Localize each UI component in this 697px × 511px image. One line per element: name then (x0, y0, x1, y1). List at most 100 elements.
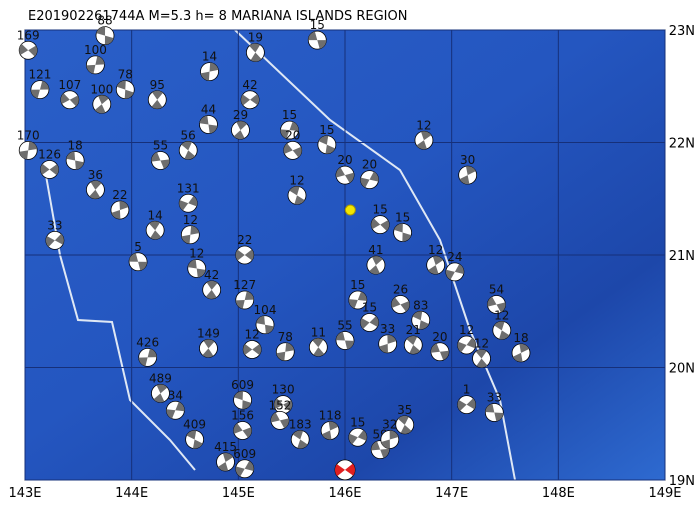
focal-mechanism (18, 140, 38, 160)
depth-label: 5 (134, 240, 142, 254)
depth-label: 12 (245, 328, 260, 342)
focal-mechanism (280, 120, 299, 140)
depth-label: 42 (242, 78, 257, 92)
beachball-quadrant (94, 104, 106, 114)
lat-tick-label: 21N (669, 249, 695, 264)
beachball-quadrant (494, 321, 505, 331)
focal-mechanism (45, 230, 65, 250)
beachball-quadrant (111, 210, 121, 219)
beachball-quadrant (297, 439, 308, 449)
focal-mechanism (65, 151, 85, 170)
beachball-quadrant (206, 280, 218, 290)
beachball-quadrant (380, 220, 390, 231)
depth-label: 170 (17, 128, 40, 142)
focal-mechanism (180, 225, 200, 245)
depth-label: 12 (189, 247, 204, 261)
focal-mechanism (308, 337, 328, 357)
focal-mechanism (233, 421, 253, 440)
beachball-quadrant (98, 95, 109, 105)
beachball-quadrant (412, 311, 423, 321)
focal-mechanism (484, 403, 504, 422)
beachball-quadrant (152, 90, 163, 100)
depth-label: 169 (17, 28, 40, 42)
focal-mechanism (178, 193, 198, 213)
beachball-quadrant (294, 195, 305, 205)
beachball-quadrant (28, 45, 38, 57)
beachball-quadrant (325, 144, 336, 154)
beachball-quadrant (317, 40, 327, 49)
depth-label: 33 (47, 218, 62, 232)
focal-mechanism (145, 220, 165, 240)
depth-label: 20 (362, 158, 377, 172)
depth-label: 15 (319, 123, 334, 137)
beachball-quadrant (30, 89, 40, 99)
beachball-quadrant (28, 141, 38, 151)
focal-mechanism (199, 338, 218, 358)
beachball-quadrant (409, 345, 421, 354)
depth-label: 126 (38, 148, 61, 162)
beachball-quadrant (116, 80, 126, 90)
focal-mechanism (202, 280, 222, 300)
beachball-quadrant (292, 146, 302, 158)
focal-mechanism (231, 120, 250, 140)
focal-mechanism (270, 410, 290, 430)
beachball-quadrant (345, 172, 354, 183)
depth-label: 41 (368, 243, 383, 257)
beachball-quadrant (348, 299, 358, 309)
focal-mechanism (242, 340, 262, 359)
depth-label: 15 (350, 415, 365, 429)
depth-label: 127 (233, 278, 256, 292)
beachball-quadrant (236, 121, 248, 131)
beachball-quadrant (265, 324, 274, 334)
beachball-quadrant (387, 334, 397, 344)
focal-mechanism (487, 295, 506, 314)
depth-label: 88 (97, 14, 112, 28)
beachball-quadrant (244, 460, 254, 472)
beachball-quadrant (250, 94, 260, 105)
beachball-quadrant (40, 163, 50, 175)
depth-label: 609 (233, 447, 256, 461)
focal-mechanism (378, 334, 398, 354)
depth-label: 20 (285, 128, 300, 142)
depth-label: 33 (380, 322, 395, 336)
focal-mechanism (115, 80, 135, 100)
depth-label: 11 (311, 325, 326, 339)
focal-mechanism (320, 421, 340, 440)
depth-label: 22 (112, 188, 127, 202)
beachball-quadrant (149, 221, 160, 231)
beachball-quadrant (430, 343, 440, 353)
lon-tick-label: 144E (115, 486, 148, 501)
depth-label: 12 (416, 118, 431, 132)
beachball-quadrant (328, 421, 339, 431)
beachball-quadrant (457, 341, 467, 353)
focal-mechanism (235, 290, 255, 310)
depth-label: 30 (460, 153, 475, 167)
focal-mechanism (18, 40, 38, 60)
beachball-quadrant (360, 177, 370, 188)
focal-mechanism (151, 151, 170, 170)
focal-mechanism (165, 400, 185, 420)
focal-mechanism (255, 315, 275, 335)
beachball-quadrant (485, 403, 495, 413)
focal-mechanism (445, 262, 465, 282)
beachball-quadrant (166, 409, 176, 419)
beachball-quadrant (203, 339, 215, 349)
depth-label: 12 (428, 243, 443, 257)
beachball-quadrant (274, 398, 284, 409)
beachball-quadrant (235, 300, 245, 309)
beachball-quadrant (243, 344, 253, 355)
beachball-quadrant (406, 336, 418, 345)
depth-label: 489 (149, 371, 172, 385)
focal-mechanism (411, 310, 431, 330)
depth-label: 100 (84, 43, 107, 57)
beachball-quadrant (318, 135, 329, 145)
beachball-quadrant (476, 358, 488, 368)
beachball-quadrant (439, 350, 449, 361)
beachball-quadrant (90, 180, 102, 190)
depth-label: 15 (395, 211, 410, 225)
beachball-quadrant (233, 423, 243, 434)
focal-mechanism (317, 135, 337, 155)
beachball-quadrant (234, 391, 243, 401)
depth-label: 21 (406, 323, 421, 337)
depth-label: 15 (310, 18, 325, 32)
